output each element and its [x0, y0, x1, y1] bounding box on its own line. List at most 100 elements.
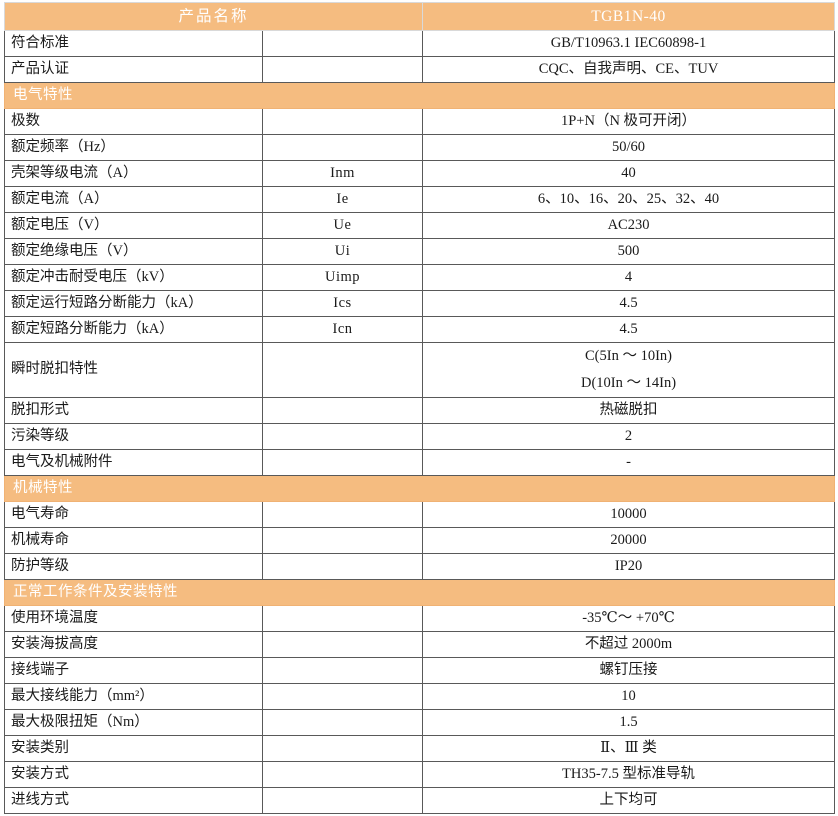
row-label: 安装类别 — [4, 734, 263, 762]
section-header-label: 电气特性 — [3, 82, 836, 109]
row-label: 额定绝缘电压（V） — [4, 238, 263, 265]
table-row: 最大接线能力（mm²） 10 — [4, 682, 836, 710]
row-value-line-2: D(10In ～ 14In) — [580, 374, 677, 391]
row-symbol: Ue — [261, 212, 424, 239]
row-value: IP20 — [422, 552, 836, 580]
row-value: 1.5 — [422, 708, 836, 736]
row-value: 4 — [422, 264, 836, 291]
row-label: 符合标准 — [4, 30, 263, 57]
table-row: 额定冲击耐受电压（kV） Uimp 4 — [4, 264, 836, 291]
row-label: 产品认证 — [4, 56, 263, 83]
row-label: 安装海拔高度 — [4, 630, 263, 658]
row-symbol: Ui — [261, 238, 424, 265]
table-row: 符合标准 GB/T10963.1 IEC60898-1 — [4, 30, 836, 57]
row-symbol — [261, 56, 424, 83]
row-symbol: Icn — [261, 316, 424, 343]
table-row: 进线方式 上下均可 — [4, 786, 836, 814]
row-symbol — [261, 342, 424, 398]
row-symbol — [261, 734, 424, 762]
row-label: 安装方式 — [4, 760, 263, 788]
product-specification-table: 产品名称 TGB1N-40 符合标准 GB/T10963.1 IEC60898-1… — [3, 2, 836, 814]
table-row: 接线端子 螺钉压接 — [4, 656, 836, 684]
row-label: 额定短路分断能力（kA） — [4, 316, 263, 343]
row-value: 6、10、16、20、25、32、40 — [422, 186, 836, 213]
section-header-row: 机械特性 — [3, 474, 836, 502]
row-value: 热磁脱扣 — [422, 396, 836, 424]
row-symbol — [261, 604, 424, 632]
row-value: AC230 — [422, 212, 836, 239]
section-header-row: 电气特性 — [3, 82, 836, 109]
table-row: 电气寿命 10000 — [4, 500, 836, 528]
section-header-label: 正常工作条件及安装特性 — [3, 578, 836, 606]
table-row: 产品认证 CQC、自我声明、CE、TUV — [4, 56, 836, 83]
row-label: 防护等级 — [4, 552, 263, 580]
table-row: 瞬时脱扣特性 C(5In ～ 10In) D(10In ～ 14In) — [4, 342, 836, 398]
row-label: 极数 — [4, 108, 263, 135]
row-label: 壳架等级电流（A） — [4, 160, 263, 187]
row-value: 40 — [422, 160, 836, 187]
table-row: 机械寿命 20000 — [4, 526, 836, 554]
row-label: 电气寿命 — [4, 500, 263, 528]
row-value: 上下均可 — [422, 786, 836, 814]
row-symbol — [261, 682, 424, 710]
header-product-name-cell: 产品名称 — [3, 2, 424, 31]
row-value: 20000 — [422, 526, 836, 554]
row-value: 4.5 — [422, 316, 836, 343]
row-value: Ⅱ、Ⅲ 类 — [422, 734, 836, 762]
row-label: 额定运行短路分断能力（kA） — [4, 290, 263, 317]
row-symbol — [261, 552, 424, 580]
row-value: 10000 — [422, 500, 836, 528]
row-value: - — [422, 448, 836, 476]
row-symbol: Ics — [261, 290, 424, 317]
row-label: 机械寿命 — [4, 526, 263, 554]
row-label: 最大接线能力（mm²） — [4, 682, 263, 710]
row-symbol: Inm — [261, 160, 424, 187]
row-symbol — [261, 708, 424, 736]
row-label: 脱扣形式 — [4, 396, 263, 424]
row-value: 2 — [422, 422, 836, 450]
row-symbol — [261, 108, 424, 135]
table-row: 额定电压（V） Ue AC230 — [4, 212, 836, 239]
row-label: 瞬时脱扣特性 — [4, 342, 263, 398]
row-label: 最大极限扭矩（Nm） — [4, 708, 263, 736]
table-row: 额定频率（Hz） 50/60 — [4, 134, 836, 161]
spec-table-body: 产品名称 TGB1N-40 符合标准 GB/T10963.1 IEC60898-1… — [3, 2, 836, 814]
row-value: 500 — [422, 238, 836, 265]
row-value: C(5In ～ 10In) D(10In ～ 14In) — [422, 342, 836, 398]
header-product-model-cell: TGB1N-40 — [422, 2, 836, 31]
table-row: 防护等级 IP20 — [4, 552, 836, 580]
row-value: 10 — [422, 682, 836, 710]
section-header-label: 机械特性 — [3, 474, 836, 502]
row-symbol — [261, 656, 424, 684]
row-value: GB/T10963.1 IEC60898-1 — [422, 30, 836, 57]
row-value-line-1: C(5In ～ 10In) — [585, 348, 673, 364]
table-row: 电气及机械附件 - — [4, 448, 836, 476]
table-row: 额定电流（A） Ie 6、10、16、20、25、32、40 — [4, 186, 836, 213]
table-row: 额定运行短路分断能力（kA） Ics 4.5 — [4, 290, 836, 317]
row-value: 1P+N（N 极可开闭） — [422, 108, 836, 135]
row-label: 接线端子 — [4, 656, 263, 684]
row-label: 电气及机械附件 — [4, 448, 263, 476]
row-symbol — [261, 448, 424, 476]
row-value: TH35-7.5 型标准导轨 — [422, 760, 836, 788]
row-symbol — [261, 630, 424, 658]
section-header-row: 正常工作条件及安装特性 — [3, 578, 836, 606]
row-label: 额定电压（V） — [4, 212, 263, 239]
row-symbol — [261, 30, 424, 57]
row-value: CQC、自我声明、CE、TUV — [422, 56, 836, 83]
row-symbol — [261, 500, 424, 528]
row-label: 进线方式 — [4, 786, 263, 814]
table-row: 脱扣形式 热磁脱扣 — [4, 396, 836, 424]
row-value: 50/60 — [422, 134, 836, 161]
row-label: 使用环境温度 — [4, 604, 263, 632]
table-row: 安装方式 TH35-7.5 型标准导轨 — [4, 760, 836, 788]
row-symbol: Uimp — [261, 264, 424, 291]
row-symbol — [261, 134, 424, 161]
row-label: 污染等级 — [4, 422, 263, 450]
table-row: 最大极限扭矩（Nm） 1.5 — [4, 708, 836, 736]
row-symbol — [261, 422, 424, 450]
table-row: 极数 1P+N（N 极可开闭） — [4, 108, 836, 135]
table-row: 使用环境温度 -35℃～ +70℃ — [4, 604, 836, 632]
row-value: 螺钉压接 — [422, 656, 836, 684]
